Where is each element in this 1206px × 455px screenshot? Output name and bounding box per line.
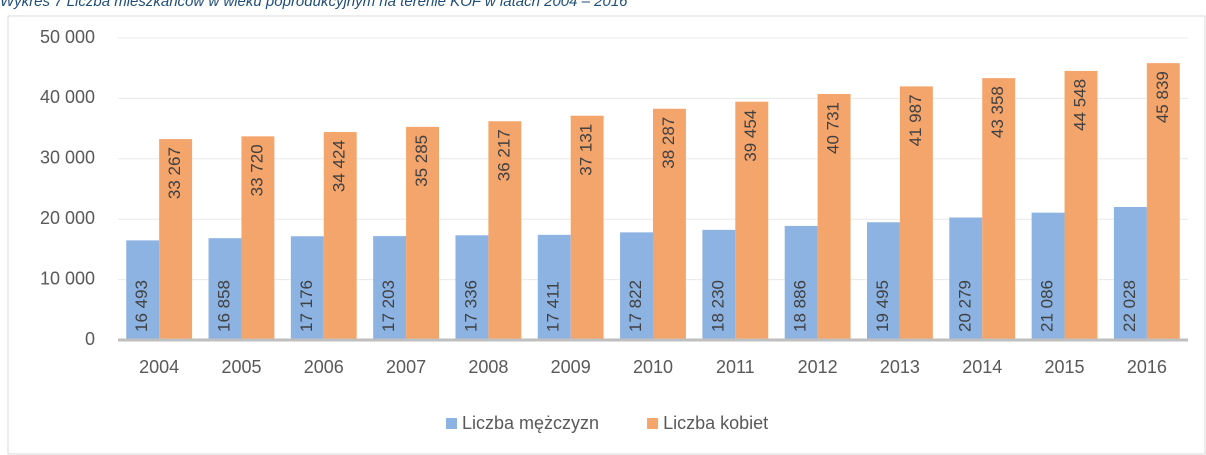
value-label: 33 720 (247, 144, 266, 196)
legend-swatch (446, 418, 457, 429)
value-label: 41 987 (906, 94, 925, 146)
chart-frame (7, 15, 1206, 455)
bar (949, 217, 983, 340)
bar (570, 115, 604, 340)
x-tick-label: 2010 (633, 357, 673, 377)
x-tick-label: 2007 (386, 357, 426, 377)
bar (241, 136, 275, 340)
value-label: 18 230 (708, 280, 727, 332)
x-tick-label: 2014 (962, 357, 1002, 377)
value-label: 19 495 (873, 280, 892, 332)
bar (1113, 206, 1147, 340)
bar (126, 240, 160, 340)
y-tick-label: 10 000 (40, 268, 95, 288)
x-tick-label: 2006 (304, 357, 344, 377)
value-label: 17 203 (379, 280, 398, 332)
value-label: 34 424 (330, 140, 349, 192)
y-tick-label: 30 000 (40, 148, 95, 168)
bar (290, 236, 324, 340)
bar (1064, 70, 1098, 340)
chart-title: Wykres 7 Liczba mieszkańców w wieku popr… (0, 0, 628, 10)
bar (488, 121, 522, 340)
value-label: 17 176 (297, 280, 316, 332)
bar (406, 126, 439, 340)
x-tick-label: 2012 (798, 357, 838, 377)
bar (735, 101, 769, 340)
value-label: 20 279 (955, 280, 974, 332)
bar (159, 139, 193, 340)
value-label: 17 411 (544, 281, 563, 332)
y-tick-label: 20 000 (40, 208, 95, 228)
y-tick-label: 0 (85, 329, 95, 349)
bar (899, 86, 933, 340)
value-label: 16 858 (214, 280, 233, 332)
y-tick-label: 50 000 (40, 27, 95, 47)
value-label: 33 267 (165, 147, 184, 199)
bar (537, 234, 571, 340)
y-tick-label: 40 000 (40, 87, 95, 107)
bar (323, 132, 357, 340)
legend-swatch (647, 418, 659, 429)
bar (702, 229, 736, 340)
bar (653, 108, 686, 340)
bar (817, 93, 851, 340)
bar (1146, 63, 1180, 340)
bar (784, 225, 818, 340)
bar (982, 78, 1016, 341)
value-label: 45 839 (1153, 71, 1172, 123)
value-label: 18 886 (791, 280, 810, 332)
value-label: 37 131 (577, 124, 596, 176)
x-tick-label: 2011 (716, 357, 755, 377)
x-tick-label: 2016 (1127, 357, 1167, 377)
value-label: 35 285 (412, 135, 431, 187)
bar (620, 232, 653, 340)
bar (455, 235, 489, 340)
value-label: 38 287 (659, 117, 678, 169)
legend-label: Liczba mężczyzn (462, 413, 599, 433)
legend-label: Liczba kobiet (663, 413, 768, 433)
bar (867, 222, 900, 340)
value-label: 39 454 (741, 110, 760, 162)
x-tick-label: 2005 (221, 357, 261, 377)
value-label: 44 548 (1070, 79, 1089, 131)
value-label: 40 731 (824, 102, 843, 154)
x-tick-label: 2004 (139, 357, 179, 377)
bar (208, 238, 242, 340)
x-tick-label: 2009 (551, 357, 591, 377)
value-label: 21 086 (1038, 280, 1057, 332)
value-label: 17 336 (461, 280, 480, 332)
value-label: 16 493 (132, 280, 151, 332)
x-tick-label: 2015 (1045, 357, 1085, 377)
bar (373, 236, 407, 340)
value-label: 36 217 (494, 129, 513, 181)
bar (1031, 212, 1065, 340)
value-label: 22 028 (1120, 280, 1139, 332)
x-tick-label: 2008 (468, 357, 508, 377)
x-tick-label: 2013 (880, 357, 920, 377)
value-label: 43 358 (988, 86, 1007, 138)
value-label: 17 822 (626, 280, 645, 332)
